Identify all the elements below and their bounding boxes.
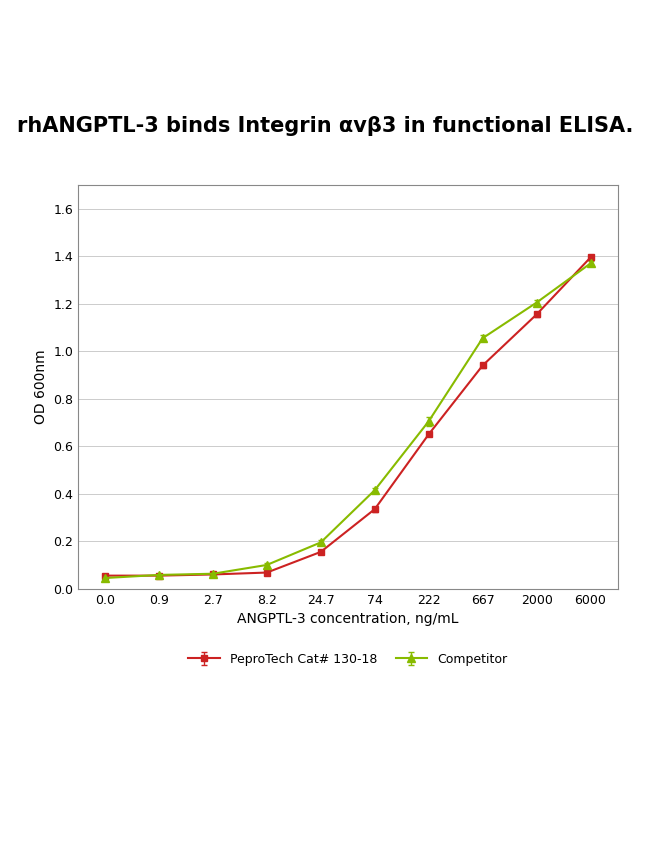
Text: rhANGPTL-3 binds Integrin αvβ3 in functional ELISA.: rhANGPTL-3 binds Integrin αvβ3 in functi… xyxy=(17,116,633,136)
X-axis label: ANGPTL-3 concentration, ng/mL: ANGPTL-3 concentration, ng/mL xyxy=(237,612,458,626)
Legend: PeproTech Cat# 130-18, Competitor: PeproTech Cat# 130-18, Competitor xyxy=(183,648,512,671)
Y-axis label: OD 600nm: OD 600nm xyxy=(34,350,47,424)
